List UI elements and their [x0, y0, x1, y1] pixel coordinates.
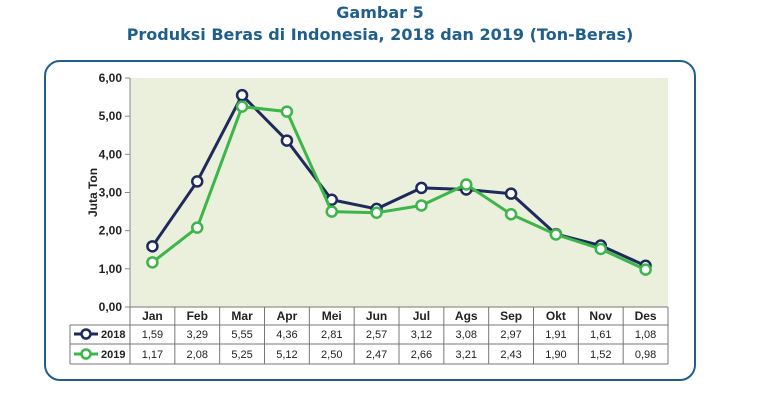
- data-label-2019: 1,90: [545, 349, 566, 361]
- data-label-2018: 3,12: [411, 329, 432, 341]
- y-axis-label: Juta Ton: [86, 168, 100, 217]
- x-tick-label: Nov: [589, 309, 612, 323]
- data-point-2018: [280, 134, 294, 147]
- data-label-2019: 0,98: [635, 349, 656, 361]
- data-point-2019: [235, 100, 249, 113]
- data-label-2019: 1,52: [590, 349, 611, 361]
- data-point-2018: [504, 187, 518, 200]
- x-tick-label: Mar: [231, 309, 253, 323]
- data-label-2018: 1,61: [590, 329, 611, 341]
- x-tick-label: Jun: [366, 309, 387, 323]
- legend-marker-2019: [80, 348, 92, 360]
- data-point-2018: [191, 175, 204, 188]
- data-label-2018: 2,81: [321, 329, 342, 341]
- data-label-2018: 5,55: [231, 329, 252, 341]
- y-tick-label: 6,00: [99, 71, 123, 85]
- data-label-2018: 1,08: [635, 329, 656, 341]
- chart-frame: [44, 60, 696, 381]
- data-label-2018: 3,29: [187, 329, 208, 341]
- data-label-2018: 4,36: [276, 329, 297, 341]
- data-label-2018: 1,59: [142, 329, 163, 341]
- data-point-2019: [325, 205, 338, 218]
- series-line-2019: [151, 105, 647, 271]
- data-point-2019: [639, 263, 652, 276]
- x-tick-label: Mei: [322, 309, 342, 323]
- legend-label-2018: 2018: [101, 329, 125, 341]
- data-point-2019: [594, 242, 607, 256]
- x-tick-label: Jul: [413, 309, 430, 323]
- data-label-2019: 2,47: [366, 349, 387, 361]
- figure-label: Gambar 5: [336, 3, 424, 22]
- data-label-2019: 2,43: [500, 349, 521, 361]
- data-point-2019: [370, 206, 383, 219]
- data-label-2019: 5,25: [231, 349, 252, 361]
- data-point-2018: [146, 240, 159, 253]
- chart-title: Produksi Beras di Indonesia, 2018 dan 20…: [126, 25, 634, 44]
- data-label-2018: 2,97: [500, 329, 521, 341]
- data-point-2019: [549, 228, 563, 241]
- data-point-2019: [146, 256, 159, 269]
- x-tick-label: Ags: [455, 309, 478, 323]
- y-tick-label: 1,00: [99, 262, 123, 276]
- data-point-2019: [280, 105, 294, 118]
- data-point-2019: [460, 178, 473, 191]
- y-tick-label: 4,00: [99, 147, 123, 161]
- data-label-2019: 2,50: [321, 349, 342, 361]
- x-tick-label: Des: [635, 309, 657, 323]
- data-label-2018: 2,57: [366, 329, 387, 341]
- y-tick-label: 2,00: [99, 224, 123, 238]
- data-label-2018: 3,08: [456, 329, 477, 341]
- legend-label-2019: 2019: [101, 349, 125, 361]
- data-label-2019: 2,66: [411, 349, 432, 361]
- x-tick-label: Feb: [187, 309, 208, 323]
- data-label-2019: 3,21: [456, 349, 477, 361]
- x-tick-label: Jan: [142, 309, 163, 323]
- data-label-2019: 1,17: [142, 349, 163, 361]
- data-point-2019: [504, 208, 518, 221]
- y-tick-label: 3,00: [99, 186, 123, 200]
- data-point-2018: [235, 88, 249, 102]
- data-label-2019: 5,12: [276, 349, 297, 361]
- y-tick-label: 0,00: [99, 300, 123, 314]
- legend-marker-2018: [80, 328, 92, 340]
- x-tick-label: Sep: [500, 309, 522, 323]
- data-point-2018: [415, 181, 428, 195]
- data-label-2019: 2,08: [187, 349, 208, 361]
- y-tick-label: 5,00: [99, 109, 123, 123]
- data-point-2019: [415, 199, 428, 212]
- plot-area: [130, 78, 668, 307]
- x-tick-label: Okt: [546, 309, 566, 323]
- data-point-2019: [191, 221, 204, 234]
- data-label-2018: 1,91: [545, 329, 566, 341]
- x-tick-label: Apr: [277, 309, 298, 323]
